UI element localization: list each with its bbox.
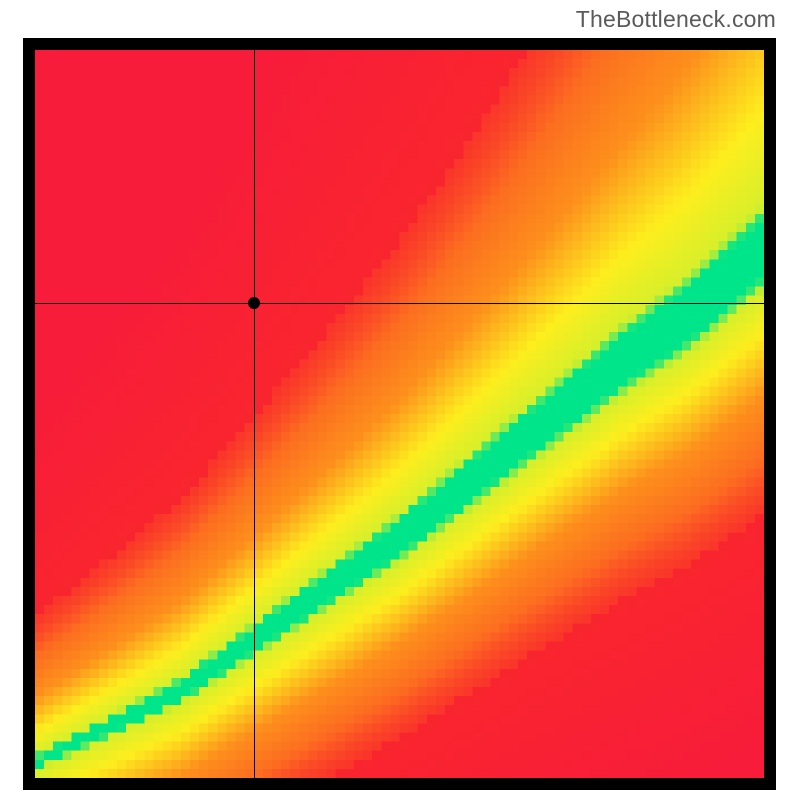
heatmap-frame <box>23 38 776 790</box>
watermark-text: TheBottleneck.com <box>576 6 776 33</box>
crosshair-horizontal <box>35 303 764 304</box>
crosshair-vertical <box>254 50 255 778</box>
heatmap-canvas <box>35 50 764 778</box>
crosshair-marker <box>248 297 260 309</box>
heatmap-inner <box>35 50 764 778</box>
